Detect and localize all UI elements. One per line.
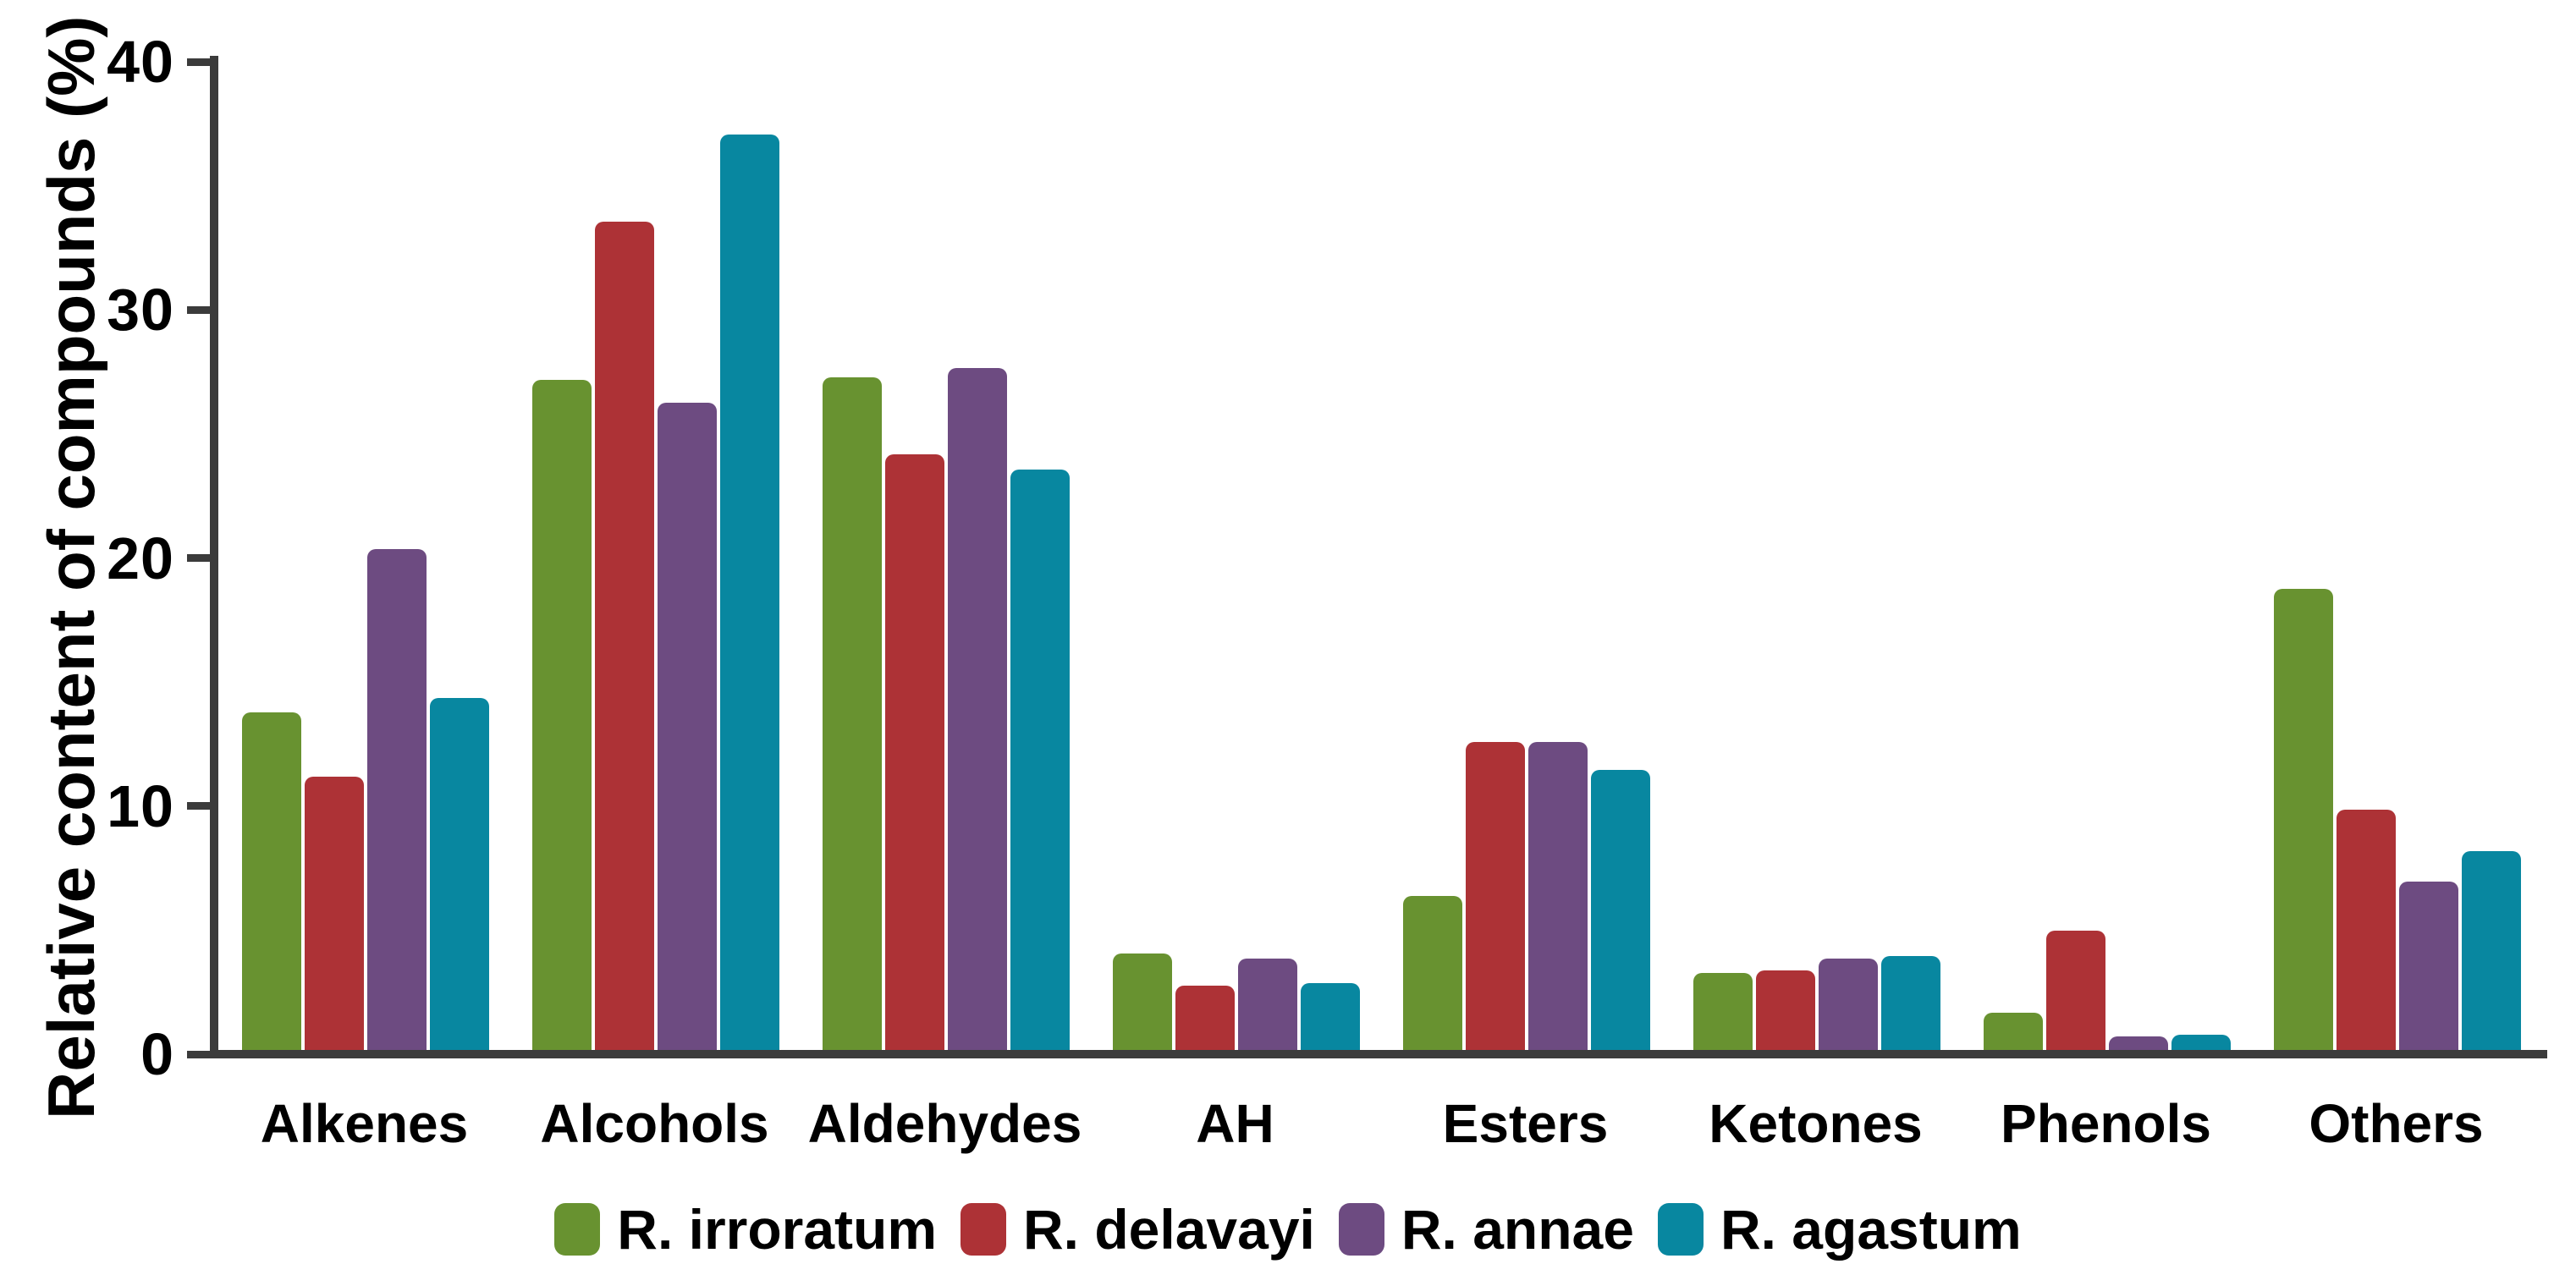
y-tick-label: 40 (107, 29, 174, 96)
legend-item-r-agastum: R. agastum (1657, 1197, 2022, 1261)
x-category-label: Others (2309, 1093, 2484, 1154)
bar-alkenes-r-agastum (430, 698, 489, 1050)
bar-alkenes-r-irroratum (242, 712, 301, 1050)
bar-alcohols-r-agastum (720, 135, 779, 1050)
y-axis-tick (187, 58, 210, 66)
x-category-label: Aldehydes (807, 1093, 1082, 1154)
bar-alkenes-r-annae (367, 549, 427, 1050)
bar-ketones-r-agastum (1881, 956, 1940, 1050)
bar-others-r-agastum (2462, 851, 2521, 1050)
bar-ah-r-annae (1238, 959, 1297, 1050)
bar-ketones-r-annae (1819, 959, 1878, 1050)
legend-label: R. irroratum (617, 1198, 938, 1261)
x-category-label: AH (1196, 1093, 1274, 1154)
x-axis-line (210, 1050, 2547, 1058)
y-tick-label: 0 (140, 1021, 174, 1087)
y-tick-label: 20 (107, 525, 174, 591)
bar-ah-r-agastum (1301, 983, 1360, 1050)
legend-item-r-annae: R. annae (1338, 1197, 1634, 1261)
y-axis-tick (187, 554, 210, 563)
legend-swatch-icon (1657, 1203, 1704, 1256)
legend-swatch-icon (1338, 1203, 1384, 1256)
bar-alcohols-r-delavayi (595, 222, 654, 1050)
x-category-label: Alcohols (540, 1093, 769, 1154)
bar-aldehydes-r-agastum (1010, 470, 1070, 1050)
legend-swatch-icon (960, 1203, 1007, 1256)
x-category-label: Esters (1442, 1093, 1609, 1154)
bar-phenols-r-agastum (2171, 1035, 2231, 1050)
bar-aldehydes-r-annae (948, 368, 1007, 1050)
legend-label: R. agastum (1720, 1198, 2022, 1261)
x-category-label: Phenols (2001, 1093, 2211, 1154)
bar-ketones-r-delavayi (1756, 970, 1815, 1050)
bar-ketones-r-irroratum (1693, 973, 1753, 1050)
bar-aldehydes-r-delavayi (885, 454, 944, 1050)
x-category-label: Alkenes (260, 1093, 469, 1154)
legend-label: R. annae (1401, 1198, 1634, 1261)
bar-phenols-r-annae (2109, 1036, 2168, 1050)
bar-esters-r-delavayi (1466, 742, 1525, 1050)
bar-alkenes-r-delavayi (305, 777, 364, 1050)
bar-esters-r-agastum (1591, 770, 1650, 1050)
bar-others-r-annae (2399, 882, 2458, 1050)
legend-swatch-icon (554, 1203, 601, 1256)
y-axis-tick (187, 305, 210, 314)
legend: R. irroratum R. delavayi R. annae R. agastu… (0, 1191, 2576, 1267)
bar-others-r-delavayi (2337, 810, 2396, 1050)
bar-phenols-r-irroratum (1984, 1013, 2043, 1050)
bar-esters-r-annae (1528, 742, 1588, 1050)
y-axis-line (210, 56, 218, 1058)
bar-phenols-r-delavayi (2046, 931, 2105, 1050)
y-tick-label: 30 (107, 277, 174, 343)
y-axis-tick (187, 802, 210, 811)
bar-alcohols-r-irroratum (532, 380, 592, 1050)
bar-aldehydes-r-irroratum (823, 377, 882, 1050)
bar-esters-r-irroratum (1403, 896, 1462, 1050)
bar-others-r-irroratum (2274, 589, 2333, 1050)
legend-item-r-irroratum: R. irroratum (554, 1197, 937, 1261)
x-category-label: Ketones (1709, 1093, 1923, 1154)
bar-alcohols-r-annae (658, 403, 717, 1050)
legend-item-r-delavayi: R. delavayi (960, 1197, 1315, 1261)
y-tick-label: 10 (107, 772, 174, 839)
bar-ah-r-delavayi (1175, 986, 1235, 1050)
y-axis-tick (187, 1050, 210, 1058)
legend-label: R. delavayi (1023, 1198, 1315, 1261)
bar-ah-r-irroratum (1113, 954, 1172, 1050)
